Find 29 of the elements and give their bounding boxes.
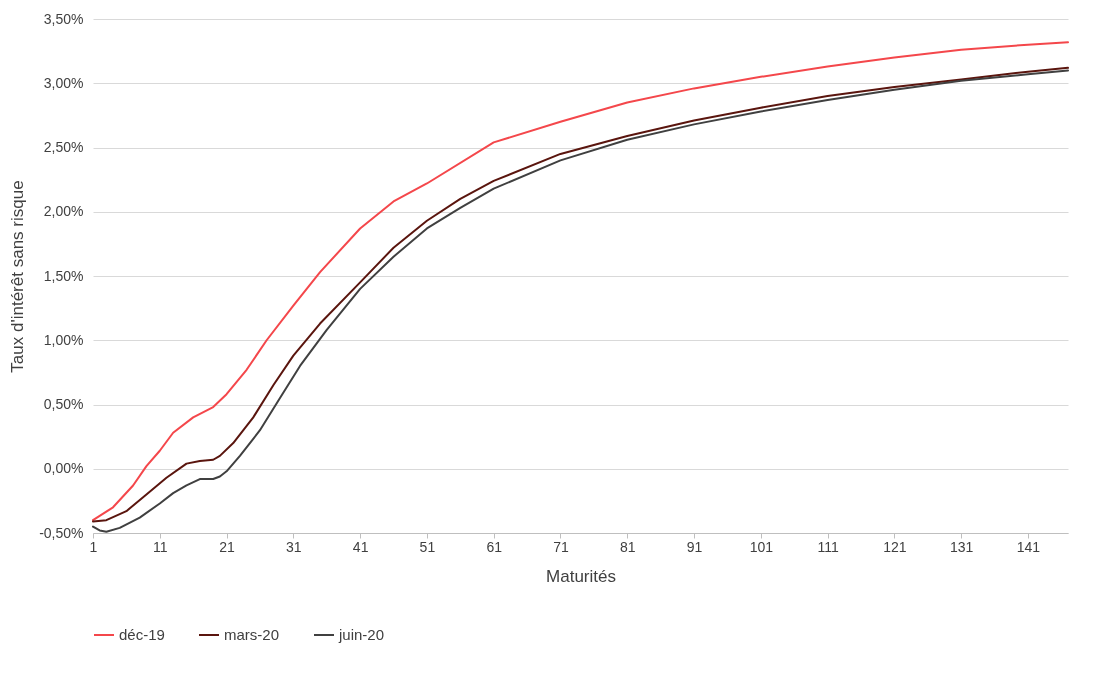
x-tick-label: 11 [153, 538, 168, 555]
x-tick-label: 71 [553, 538, 569, 555]
y-tick-label: 1,50% [43, 267, 84, 284]
x-tick-label: 141 [1016, 538, 1041, 555]
x-tick-label: 101 [749, 538, 774, 555]
y-tick-label: 2,00% [43, 203, 84, 220]
legend-label: mars-20 [224, 626, 280, 643]
x-tick-label: 21 [219, 538, 236, 555]
x-axis-title: Maturités [546, 566, 616, 586]
x-tick-label: 61 [486, 538, 503, 555]
y-tick-label: 3,00% [43, 74, 84, 91]
y-tick-label: 3,50% [43, 10, 84, 27]
x-tick-label: 91 [686, 538, 703, 555]
x-tick-label: 1 [89, 538, 98, 555]
x-tick-label: 41 [352, 538, 369, 555]
y-tick-label: 0,50% [43, 396, 84, 412]
x-tick-label: 111 [817, 538, 839, 555]
y-tick-label: 1,00% [43, 331, 84, 348]
x-tick-label: 81 [619, 538, 636, 555]
legend-label: juin-20 [338, 626, 385, 643]
legend-label: déc-19 [119, 626, 165, 643]
x-tick-label: 131 [949, 538, 974, 555]
x-tick-label: 31 [286, 538, 302, 555]
y-tick-label: 2,50% [43, 139, 84, 155]
y-tick-label: 0,00% [43, 460, 84, 477]
y-tick-label: -0,50% [39, 524, 84, 541]
y-axis-title: Taux d'intérêt sans risque [8, 180, 28, 373]
x-tick-label: 121 [883, 538, 907, 555]
x-tick-label: 51 [419, 538, 436, 555]
